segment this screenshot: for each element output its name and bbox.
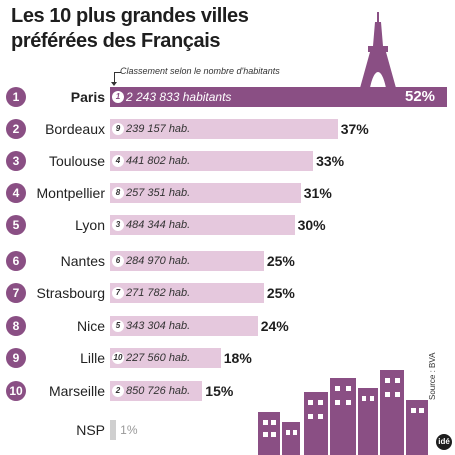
- population-rank-badge: 3: [112, 219, 124, 231]
- city-label: Montpellier: [36, 185, 105, 201]
- value-label: 30%: [297, 217, 326, 233]
- population-rank-badge: 2: [112, 385, 124, 397]
- city-label: Lille: [80, 350, 105, 366]
- population-text: 441 802 hab.: [126, 155, 191, 167]
- city-label: NSP: [76, 422, 105, 438]
- city-label: Paris: [70, 89, 105, 105]
- rank-badge: 7: [6, 283, 26, 303]
- city-label: Bordeaux: [45, 121, 105, 137]
- bar: [110, 119, 338, 139]
- source-note: Source : BVA: [428, 352, 437, 400]
- population-rank-badge: 7: [112, 287, 124, 299]
- value-label: 1%: [120, 423, 138, 437]
- population-rank-badge: 6: [112, 255, 124, 267]
- bar-row: 2 Bordeaux 9 239 157 hab. 37%: [0, 116, 455, 142]
- value-label: 31%: [303, 185, 332, 201]
- population-label: 4 441 802 hab.: [112, 151, 190, 171]
- population-label: 9 239 157 hab.: [112, 119, 190, 139]
- chart-title-line-1: Les 10 plus grandes villes: [11, 5, 249, 27]
- bar: [110, 251, 264, 271]
- bar: [110, 316, 258, 336]
- population-label: 3 484 344 hab.: [112, 215, 190, 235]
- population-label: 7 271 782 hab.: [112, 283, 190, 303]
- population-label: 2 850 726 hab.: [112, 381, 190, 401]
- population-label: 6 284 970 hab.: [112, 251, 190, 271]
- population-text: 484 344 hab.: [126, 219, 191, 231]
- bar: [110, 348, 221, 368]
- value-label: 25%: [266, 285, 295, 301]
- population-rank-badge: 10: [112, 352, 124, 364]
- population-text: 850 726 hab.: [126, 385, 191, 397]
- bar: [110, 87, 447, 107]
- population-label: 5 343 304 hab.: [112, 316, 190, 336]
- city-label: Nantes: [60, 253, 105, 269]
- bar: [110, 215, 295, 235]
- rank-badge: 2: [6, 119, 26, 139]
- city-label: Strasbourg: [36, 285, 105, 301]
- bar-row: 5 Lyon 3 484 344 hab. 30%: [0, 212, 455, 238]
- annotation-arrow-icon: [111, 72, 121, 86]
- rank-badge: 9: [6, 348, 26, 368]
- bar: [110, 283, 264, 303]
- publisher-logo: idé: [436, 434, 452, 450]
- population-text: 271 782 hab.: [126, 287, 191, 299]
- bar: [110, 420, 117, 440]
- rank-badge: 1: [6, 87, 26, 107]
- bar-row: 1 Paris 1 2 243 833 habitants 52%: [0, 84, 455, 110]
- city-label: Marseille: [48, 383, 105, 399]
- value-label: 18%: [223, 350, 252, 366]
- population-text: 239 157 hab.: [126, 123, 191, 135]
- value-label: 37%: [340, 121, 369, 137]
- value-label: 24%: [260, 318, 289, 334]
- population-text: 227 560 hab.: [126, 352, 191, 364]
- rank-badge: 3: [6, 151, 26, 171]
- population-rank-badge: 5: [112, 320, 124, 332]
- chart-title-line-2: préférées des Français: [11, 30, 221, 52]
- rank-badge: 4: [6, 183, 26, 203]
- value-label: 52%: [405, 88, 436, 105]
- bar-row: 7 Strasbourg 7 271 782 hab. 25%: [0, 280, 455, 306]
- rank-badge: 8: [6, 316, 26, 336]
- value-label: 33%: [316, 153, 345, 169]
- bar-row: NSP 1%: [0, 417, 455, 443]
- rank-badge: 10: [6, 381, 26, 401]
- bar: [110, 183, 301, 203]
- population-label: 8 257 351 hab.: [112, 183, 190, 203]
- bar-row: 10 Marseille 2 850 726 hab. 15%: [0, 378, 455, 404]
- bar-row: 4 Montpellier 8 257 351 hab. 31%: [0, 180, 455, 206]
- population-text: 284 970 hab.: [126, 255, 191, 267]
- population-label: 10 227 560 hab.: [112, 348, 190, 368]
- chart-title: Les 10 plus grandes villes préférées des…: [11, 4, 249, 54]
- value-label: 25%: [266, 253, 295, 269]
- city-label: Nice: [76, 318, 105, 334]
- population-text: 257 351 hab.: [126, 187, 191, 199]
- eiffel-tower-icon: [360, 12, 396, 88]
- population-rank-badge: 8: [112, 187, 124, 199]
- city-label: Toulouse: [48, 153, 105, 169]
- population-rank-badge: 1: [112, 91, 124, 103]
- bar-row: 3 Toulouse 4 441 802 hab. 33%: [0, 148, 455, 174]
- city-label: Lyon: [75, 217, 105, 233]
- bar-row: 6 Nantes 6 284 970 hab. 25%: [0, 248, 455, 274]
- value-label: 15%: [205, 383, 234, 399]
- rank-badge: 6: [6, 251, 26, 271]
- bar-row: 9 Lille 10 227 560 hab. 18%: [0, 345, 455, 371]
- bar-row: 8 Nice 5 343 304 hab. 24%: [0, 313, 455, 339]
- population-rank-badge: 4: [112, 155, 124, 167]
- annotation-note: Classement selon le nombre d'habitants: [120, 66, 280, 76]
- rank-badge: 5: [6, 215, 26, 235]
- population-text: 343 304 hab.: [126, 320, 191, 332]
- population-rank-badge: 9: [112, 123, 124, 135]
- population-text: 2 243 833 habitants: [126, 90, 232, 104]
- bar: [110, 151, 314, 171]
- bar: [110, 381, 203, 401]
- buildings-icon: [258, 370, 428, 455]
